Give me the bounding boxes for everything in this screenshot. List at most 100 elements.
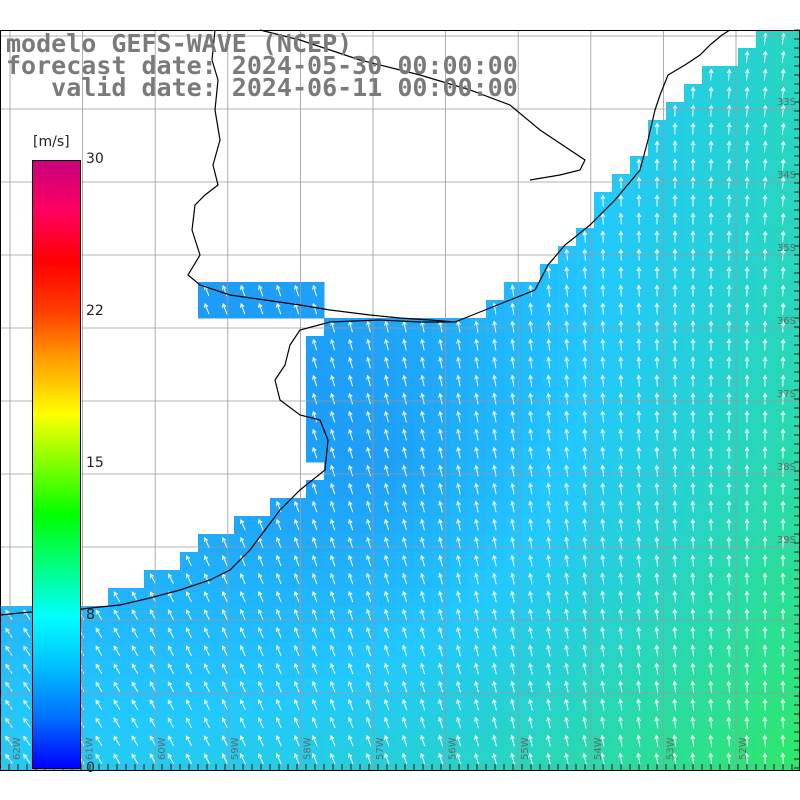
wind-arrow xyxy=(221,609,228,621)
wind-arrow xyxy=(294,284,300,297)
wind-arrow xyxy=(510,428,515,441)
wind-arrow xyxy=(618,392,624,405)
wind-arrow xyxy=(546,698,551,711)
wind-arrow xyxy=(528,464,533,477)
wind-arrow xyxy=(780,158,786,171)
wind-arrow xyxy=(654,356,660,369)
wind-arrow xyxy=(42,772,48,781)
wind-arrow xyxy=(780,338,786,351)
wind-arrow xyxy=(690,446,696,459)
wind-arrow xyxy=(762,158,768,171)
wind-arrow xyxy=(654,122,660,135)
wind-arrow xyxy=(384,446,389,459)
wind-arrow xyxy=(438,518,443,531)
wind-arrow xyxy=(564,680,569,693)
wind-arrow xyxy=(546,356,552,369)
wind-arrow xyxy=(312,590,318,603)
wind-arrow xyxy=(636,410,642,423)
wind-arrow xyxy=(348,608,354,621)
wind-arrow xyxy=(384,356,389,369)
wind-arrow xyxy=(672,572,678,585)
wind-arrow xyxy=(708,734,714,747)
wind-arrow xyxy=(744,356,750,369)
wind-arrow xyxy=(600,752,605,765)
wind-arrow xyxy=(311,752,318,765)
wind-arrow xyxy=(203,609,210,621)
wind-arrow xyxy=(131,663,139,675)
wind-arrow xyxy=(510,626,515,639)
wind-arrow xyxy=(403,772,407,782)
wind-arrow xyxy=(366,572,372,585)
wind-arrow xyxy=(654,266,660,279)
wind-arrow xyxy=(690,140,696,153)
wind-arrow xyxy=(5,663,13,674)
wind-arrow xyxy=(546,464,551,477)
wind-arrow xyxy=(492,392,497,405)
wind-arrow xyxy=(456,374,461,387)
wind-arrow xyxy=(312,554,318,567)
wind-arrow xyxy=(744,338,750,351)
wind-arrow xyxy=(23,699,31,710)
wind-arrow xyxy=(366,626,372,639)
wind-arrow xyxy=(78,772,84,781)
wind-arrow xyxy=(348,644,354,657)
wind-arrow xyxy=(636,176,642,189)
wind-arrow xyxy=(239,753,246,765)
wind-arrow xyxy=(744,662,750,675)
wind-arrow xyxy=(600,716,605,729)
wind-arrow xyxy=(618,212,624,225)
wind-arrow xyxy=(564,284,570,297)
wind-arrow xyxy=(780,230,786,243)
wind-arrow xyxy=(366,356,371,369)
wind-arrow xyxy=(636,608,642,621)
wind-arrow xyxy=(600,446,606,459)
wind-arrow xyxy=(257,518,264,531)
wind-arrow xyxy=(330,644,336,657)
wind-arrow xyxy=(257,554,264,567)
wind-arrow xyxy=(420,590,426,603)
wind-arrow xyxy=(690,284,696,297)
wind-arrow xyxy=(329,734,336,747)
wind-arrow xyxy=(510,536,515,549)
wind-arrow xyxy=(366,590,372,603)
speed-cell xyxy=(792,768,800,770)
wind-arrow xyxy=(222,772,227,782)
wind-arrow xyxy=(402,680,408,693)
wind-arrow xyxy=(708,122,714,135)
wind-arrow xyxy=(257,572,264,585)
wind-arrow xyxy=(438,482,443,495)
wind-arrow xyxy=(600,266,606,279)
wind-arrow xyxy=(474,626,479,639)
wind-arrow xyxy=(582,572,587,585)
wind-arrow xyxy=(546,374,552,387)
wind-arrow xyxy=(492,554,497,567)
wind-arrow xyxy=(744,392,750,405)
wind-arrow xyxy=(582,518,588,531)
wind-arrow xyxy=(582,626,587,639)
wind-arrow xyxy=(744,572,750,585)
wind-arrow xyxy=(690,518,696,531)
wind-arrow xyxy=(636,302,642,315)
wind-arrow xyxy=(24,773,30,782)
wind-arrow xyxy=(258,772,263,782)
wind-arrow xyxy=(708,626,714,639)
wind-arrow xyxy=(366,752,372,765)
wind-arrow xyxy=(654,500,660,513)
wind-arrow xyxy=(420,698,426,711)
wind-arrow xyxy=(780,698,786,711)
wind-arrow xyxy=(420,356,425,369)
wind-arrow xyxy=(618,662,623,675)
wind-arrow xyxy=(654,698,660,711)
wind-arrow xyxy=(474,464,479,477)
wind-arrow xyxy=(564,572,569,585)
wind-arrow xyxy=(275,717,282,729)
wind-arrow xyxy=(690,410,696,423)
wind-arrow xyxy=(762,446,768,459)
wind-arrow xyxy=(582,374,588,387)
wind-arrow xyxy=(203,645,210,657)
wind-arrow xyxy=(474,338,479,351)
wind-arrow xyxy=(564,644,569,657)
wind-arrow xyxy=(438,392,443,405)
wind-arrow xyxy=(384,716,390,729)
wind-arrow xyxy=(348,680,354,693)
